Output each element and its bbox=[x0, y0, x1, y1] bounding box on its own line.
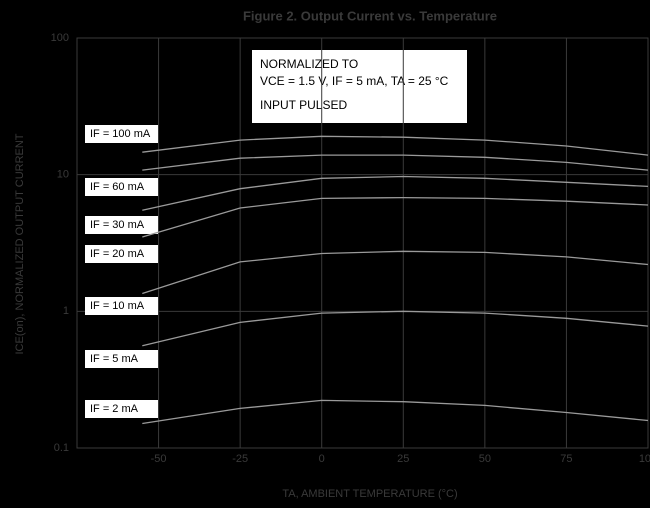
label-box bbox=[85, 178, 158, 196]
legend-label: IF = 60 mA bbox=[90, 181, 145, 193]
curve bbox=[142, 310, 649, 347]
curve bbox=[142, 196, 649, 238]
label-box bbox=[85, 297, 158, 315]
x-axis-label: TA, AMBIENT TEMPERATURE (°C) bbox=[282, 488, 457, 500]
legend-label: IF = 10 mA bbox=[90, 300, 145, 312]
x-tick-label: 100 bbox=[639, 453, 650, 465]
y-axis-label: ICE(on), NORMALIZED OUTPUT CURRENT bbox=[14, 133, 26, 354]
legend-label: IF = 20 mA bbox=[90, 248, 145, 260]
legend-label: IF = 5 mA bbox=[90, 353, 139, 365]
label-box bbox=[85, 350, 158, 368]
x-tick-label: 50 bbox=[479, 453, 491, 465]
y-tick-label: 1 bbox=[63, 305, 69, 317]
legend-label: IF = 100 mA bbox=[90, 128, 151, 140]
legend-label: IF = 30 mA bbox=[90, 219, 145, 231]
plot-frame bbox=[76, 37, 649, 449]
curve bbox=[142, 154, 649, 171]
x-tick-label: -25 bbox=[232, 453, 248, 465]
curve bbox=[142, 175, 649, 211]
label-box bbox=[85, 400, 158, 418]
x-tick-label: -50 bbox=[151, 453, 167, 465]
x-tick-label: 25 bbox=[397, 453, 409, 465]
y-tick-label: 10 bbox=[57, 169, 69, 181]
curve bbox=[142, 250, 649, 295]
curve bbox=[142, 135, 649, 156]
label-box bbox=[85, 125, 158, 143]
annotation: VCE = 1.5 V, IF = 5 mA, TA = 25 °C bbox=[260, 74, 449, 88]
annotation: INPUT PULSED bbox=[260, 98, 347, 112]
curve bbox=[142, 399, 649, 425]
annotation-box bbox=[252, 50, 467, 123]
y-tick-label: 0.1 bbox=[54, 442, 69, 454]
x-tick-label: 0 bbox=[319, 453, 325, 465]
x-tick-label: 75 bbox=[560, 453, 572, 465]
annotation: NORMALIZED TO bbox=[260, 57, 358, 71]
label-box bbox=[85, 245, 158, 263]
y-tick-label: 100 bbox=[51, 32, 69, 44]
legend-label: IF = 2 mA bbox=[90, 403, 139, 415]
label-box bbox=[85, 216, 158, 234]
chart-title: Figure 2. Output Current vs. Temperature bbox=[243, 8, 497, 23]
